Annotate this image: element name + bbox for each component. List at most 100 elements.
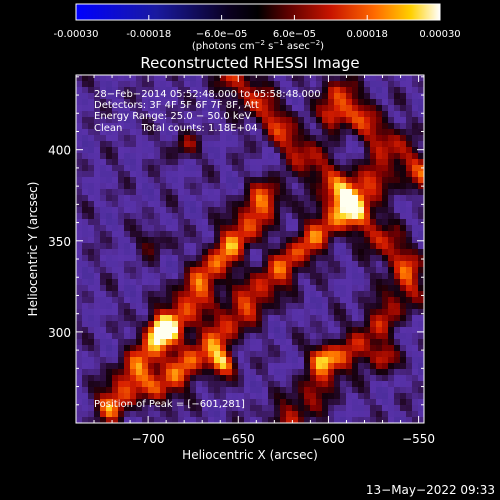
heatmap-cell [262, 231, 269, 238]
heatmap-cell [394, 111, 401, 118]
heatmap-cell [334, 237, 341, 244]
heatmap-cell [124, 159, 131, 166]
heatmap-cell [370, 357, 377, 364]
heatmap-cell [220, 375, 227, 382]
heatmap-cell [400, 351, 407, 358]
heatmap-cell [232, 123, 239, 130]
heatmap-cell [382, 195, 389, 202]
heatmap-cell [370, 369, 377, 376]
heatmap-cell [376, 135, 383, 142]
heatmap-cell [310, 327, 317, 334]
heatmap-cell [166, 135, 173, 142]
heatmap-cell [190, 165, 197, 172]
heatmap-cell [364, 99, 371, 106]
heatmap-cell [166, 81, 173, 88]
heatmap-cell [304, 75, 311, 82]
heatmap-cell [394, 207, 401, 214]
heatmap-cell [298, 261, 305, 268]
heatmap-cell [208, 165, 215, 172]
heatmap-cell [400, 405, 407, 412]
heatmap-cell [346, 411, 353, 418]
heatmap-cell [160, 141, 167, 148]
heatmap-cell [202, 225, 209, 232]
heatmap-cell [136, 393, 143, 400]
heatmap-cell [190, 93, 197, 100]
heatmap-cell [214, 291, 221, 298]
heatmap-cell [94, 123, 101, 130]
heatmap-cell [112, 393, 119, 400]
heatmap-cell [352, 249, 359, 256]
heatmap-cell [382, 183, 389, 190]
heatmap-cell [136, 363, 143, 370]
heatmap-cell [172, 267, 179, 274]
heatmap-cell [358, 243, 365, 250]
heatmap-cell [244, 135, 251, 142]
heatmap-cell [148, 93, 155, 100]
heatmap-cell [136, 219, 143, 226]
heatmap-cell [94, 225, 101, 232]
heatmap-cell [148, 261, 155, 268]
heatmap-cell [76, 207, 83, 214]
heatmap-cell [328, 261, 335, 268]
heatmap-cell [382, 135, 389, 142]
heatmap-cell [376, 129, 383, 136]
heatmap-cell [298, 153, 305, 160]
heatmap-cell [406, 165, 413, 172]
heatmap-cell [178, 387, 185, 394]
heatmap-cell [352, 243, 359, 250]
heatmap-cell [298, 297, 305, 304]
heatmap-cell [334, 333, 341, 340]
heatmap-cell [82, 93, 89, 100]
heatmap-cell [280, 291, 287, 298]
heatmap-cell [298, 375, 305, 382]
heatmap-cell [382, 261, 389, 268]
heatmap-cell [100, 159, 107, 166]
heatmap-cell [316, 309, 323, 316]
heatmap-cell [76, 237, 83, 244]
heatmap-cell [334, 351, 341, 358]
heatmap-cell [136, 297, 143, 304]
heatmap-cell [202, 261, 209, 268]
heatmap-cell [82, 351, 89, 358]
heatmap-cell [172, 351, 179, 358]
heatmap-cell [358, 411, 365, 418]
heatmap-cell [370, 405, 377, 412]
heatmap-cell [232, 87, 239, 94]
heatmap-cell [232, 147, 239, 154]
heatmap-cell [142, 351, 149, 358]
heatmap-cell [238, 387, 245, 394]
heatmap-cell [394, 327, 401, 334]
heatmap-cell [82, 327, 89, 334]
heatmap-cell [376, 201, 383, 208]
heatmap-cell [418, 141, 424, 148]
heatmap-cell [274, 345, 281, 352]
heatmap-cell [250, 123, 257, 130]
heatmap-cell [418, 399, 424, 406]
heatmap-cell [328, 273, 335, 280]
heatmap-cell [292, 309, 299, 316]
heatmap-cell [394, 261, 401, 268]
heatmap-cell [190, 375, 197, 382]
heatmap-cell [388, 213, 395, 220]
heatmap-cell [334, 219, 341, 226]
heatmap-cell [322, 291, 329, 298]
heatmap-cell [196, 303, 203, 310]
heatmap-cell [340, 207, 347, 214]
heatmap-cell [184, 159, 191, 166]
heatmap-cell [88, 225, 95, 232]
heatmap-cell [370, 309, 377, 316]
heatmap-cell [76, 351, 83, 358]
heatmap-cell [130, 279, 137, 286]
heatmap-cell [130, 411, 137, 418]
heatmap-cell [286, 345, 293, 352]
heatmap-cell [76, 105, 83, 112]
heatmap-cell [394, 165, 401, 172]
heatmap-cell [382, 327, 389, 334]
heatmap-cell [226, 177, 233, 184]
heatmap-cell [100, 273, 107, 280]
heatmap-cell [76, 159, 83, 166]
heatmap-cell [292, 99, 299, 106]
heatmap-cell [250, 309, 257, 316]
heatmap-cell [394, 273, 401, 280]
heatmap-cell [382, 297, 389, 304]
